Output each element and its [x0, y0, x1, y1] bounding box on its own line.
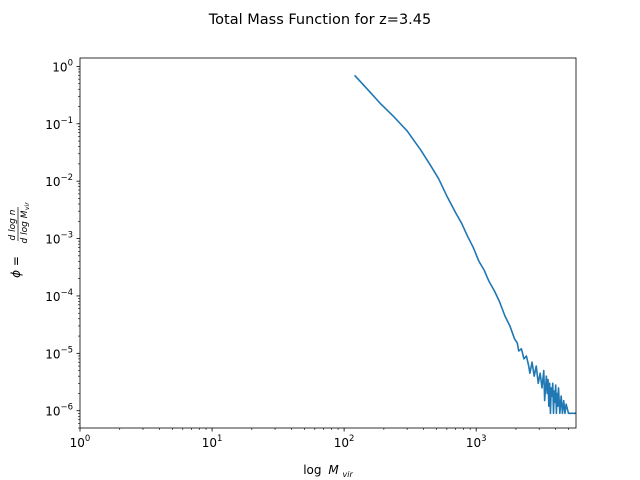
x-tick-label: 101 — [202, 434, 223, 450]
y-tick-base: 10 — [52, 60, 67, 74]
x-tick-label: 102 — [334, 434, 355, 450]
y-axis-label: ϕ = d log n d log M vir — [8, 202, 31, 278]
y-tick-exponent: −1 — [60, 116, 73, 126]
x-axis-label-sub: vir — [343, 470, 354, 479]
x-axis-label-var: M — [328, 463, 339, 477]
x-tick-label: 100 — [70, 434, 91, 450]
x-axis-label-prefix: log — [303, 463, 321, 477]
y-tick-base: 10 — [45, 233, 60, 247]
y-tick-label: 10−4 — [45, 288, 73, 304]
plot-frame — [79, 57, 577, 429]
y-axis-label-numerator: d log n — [8, 209, 18, 240]
y-tick-label: 10−3 — [45, 231, 73, 247]
y-tick-exponent: −4 — [60, 288, 73, 298]
y-axis-label-lhs: ϕ = — [9, 256, 23, 278]
y-tick-base: 10 — [45, 290, 60, 304]
x-tick-base: 10 — [202, 436, 217, 450]
y-tick-label: 10−5 — [45, 345, 73, 361]
x-tick-exponent: 2 — [349, 434, 354, 444]
y-axis-label-denominator: d log M — [20, 210, 30, 243]
x-axis-label: log M vir — [303, 463, 353, 479]
y-tick-exponent: −3 — [60, 231, 73, 241]
x-tick-exponent: 0 — [85, 434, 90, 444]
y-tick-exponent: −6 — [60, 403, 73, 413]
y-axis-label-den-sub: vir — [24, 202, 31, 210]
y-tick-exponent: 0 — [68, 58, 73, 68]
y-tick-label: 10−6 — [45, 403, 73, 419]
x-tick-base: 10 — [334, 436, 349, 450]
x-tick-exponent: 1 — [217, 434, 222, 444]
x-axis-ticks: 100 101 102 103 — [70, 428, 569, 450]
y-tick-label: 10−1 — [45, 116, 73, 132]
x-tick-base: 10 — [466, 436, 481, 450]
y-tick-base: 10 — [45, 118, 60, 132]
y-tick-exponent: −5 — [60, 345, 73, 355]
y-tick-label: 100 — [52, 58, 73, 74]
chart-title: Total Mass Function for z=3.45 — [208, 12, 431, 28]
x-tick-base: 10 — [70, 436, 85, 450]
y-tick-base: 10 — [45, 405, 60, 419]
y-tick-label: 10−2 — [45, 173, 73, 189]
series-line-0 — [353, 74, 576, 415]
x-tick-exponent: 3 — [481, 434, 486, 444]
x-tick-label: 103 — [466, 434, 487, 450]
y-tick-base: 10 — [45, 175, 60, 189]
y-tick-exponent: −2 — [60, 173, 73, 183]
line-layer — [353, 74, 576, 415]
y-tick-base: 10 — [45, 347, 60, 361]
